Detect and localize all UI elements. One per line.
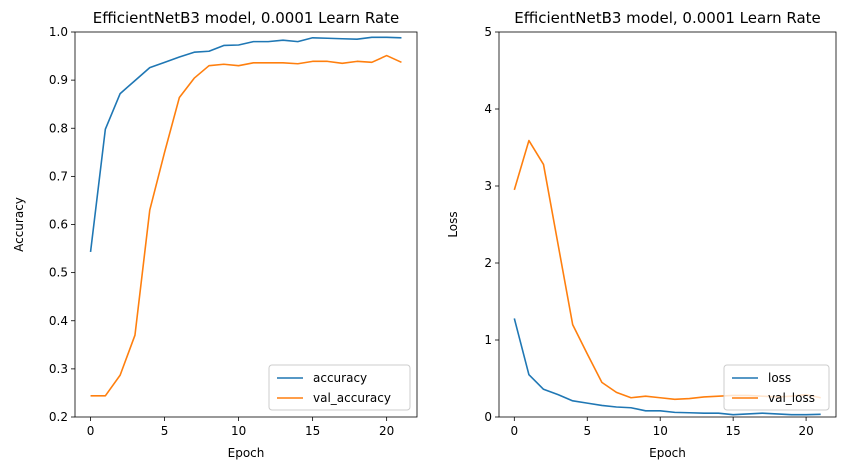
subplot-2: EfficientNetB3 model, 0.0001 Learn Rate 0…	[446, 9, 837, 460]
x-tick-label: 15	[305, 424, 320, 438]
subplot-1: EfficientNetB3 model, 0.0001 Learn Rate 0…	[12, 9, 418, 460]
y-tick-label: 0.3	[49, 362, 68, 376]
y-axis-label: Loss	[446, 211, 460, 237]
series-line-val-accuracy	[90, 54, 402, 397]
y-tick-label: 1	[484, 333, 492, 347]
legend-entry-label: accuracy	[313, 371, 367, 385]
y-tick-label: 0.4	[49, 314, 68, 328]
x-tick-label: 0	[87, 424, 95, 438]
y-tick-label: 5	[484, 25, 492, 39]
y-axis-label: Accuracy	[12, 197, 26, 252]
legend-entry-label: val_loss	[768, 391, 815, 405]
x-tick-label: 20	[379, 424, 394, 438]
x-axis-label: Epoch	[228, 446, 265, 460]
legend: loss val_loss	[723, 364, 830, 411]
plot-frame	[498, 31, 837, 418]
x-tick-label: 10	[653, 424, 668, 438]
chart-title: EfficientNetB3 model, 0.0001 Learn Rate	[514, 9, 821, 27]
series-line-loss	[513, 318, 821, 416]
plot-frame	[74, 31, 418, 418]
y-tick-label: 0.9	[49, 73, 68, 87]
legend-entry-label: val_accuracy	[313, 391, 391, 405]
x-tick-label: 15	[726, 424, 741, 438]
y-tick-label: 2	[484, 256, 492, 270]
chart-title: EfficientNetB3 model, 0.0001 Learn Rate	[93, 9, 400, 27]
y-tick-label: 4	[484, 102, 492, 116]
y-tick-label: 0.7	[49, 169, 68, 183]
x-tick-label: 10	[231, 424, 246, 438]
y-tick-label: 0.2	[49, 410, 68, 424]
legend-entry-label: loss	[768, 371, 791, 385]
x-tick-label: 20	[798, 424, 813, 438]
series-line-accuracy	[89, 36, 402, 253]
y-tick-label: 0	[484, 410, 492, 424]
legend-box	[268, 364, 411, 411]
x-tick-label: 5	[161, 424, 169, 438]
x-tick-label: 5	[583, 424, 591, 438]
y-tick-label: 0.8	[49, 121, 68, 135]
y-tick-label: 0.6	[49, 218, 68, 232]
y-tick-label: 1.0	[49, 25, 68, 39]
x-axis-label: Epoch	[649, 446, 686, 460]
y-tick-label: 3	[484, 179, 492, 193]
y-tick-label: 0.5	[49, 266, 68, 280]
x-tick-label: 0	[510, 424, 518, 438]
legend: accuracy val_accuracy	[268, 364, 411, 411]
